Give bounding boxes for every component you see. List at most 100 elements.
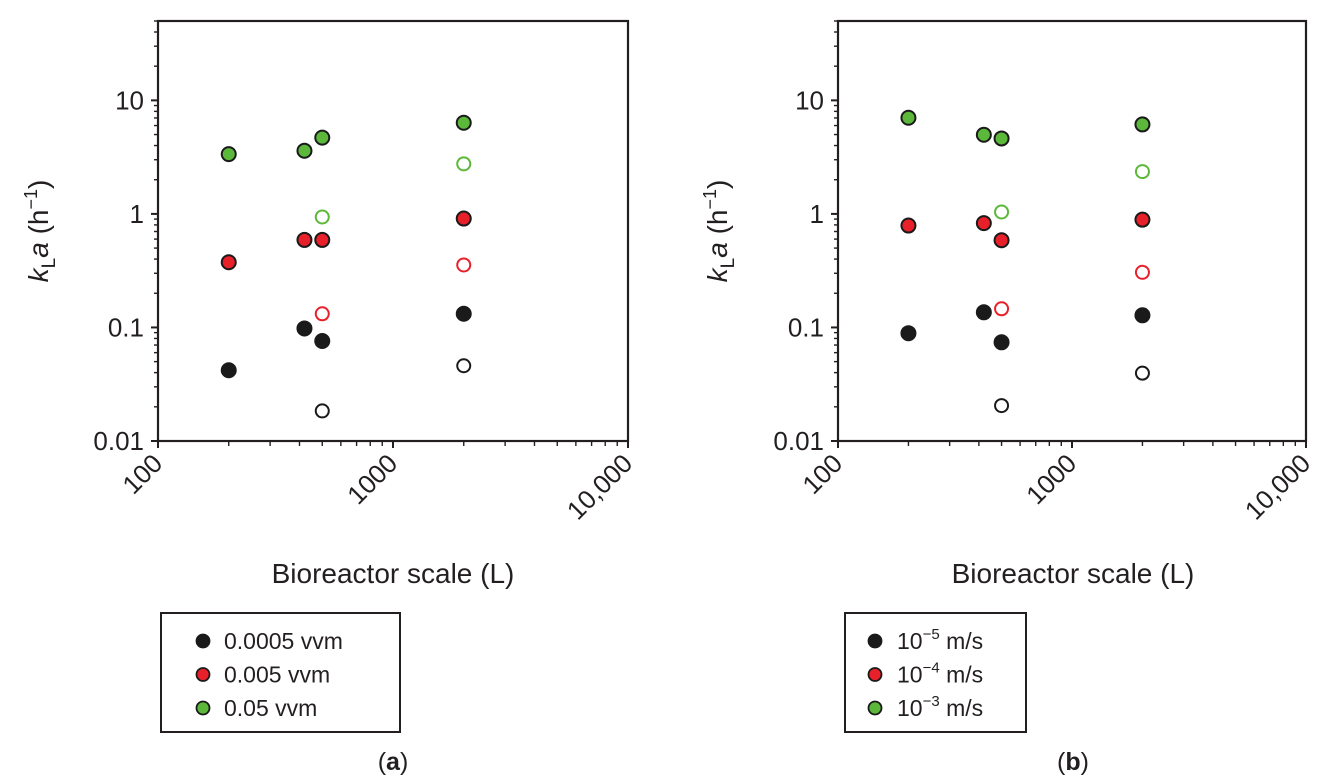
data-point-filled [314,231,331,248]
data-point-filled [975,215,992,232]
ylabel-a: a [23,242,54,258]
panel-label-close: ) [400,748,408,776]
panel-label-close: ) [1081,748,1089,776]
data-point-filled [455,210,472,227]
data-point-filled [993,334,1010,351]
panel-label: (a) [378,748,409,776]
legend-unit: m/s [940,662,983,688]
panel-label-letter: a [386,748,401,776]
data-point-open [456,257,472,273]
y-tick-label: 0.1 [108,312,144,342]
legend-sup: −3 [923,693,940,710]
ylabel-k: k [23,266,54,282]
y-tick-label: 0.1 [788,312,824,342]
y-axis-label: kLa (h−1) [21,180,60,283]
data-point-filled [993,130,1010,147]
ylabel-unit: (h [23,210,54,243]
x-tick-label: 10,000 [561,448,638,525]
legend-text: 10 [897,695,923,721]
ylabel-close: ) [702,180,733,189]
legend-marker [195,633,211,649]
y-tick-label: 1 [130,199,144,229]
data-point-open [1134,264,1150,280]
y-tick-label: 0.01 [773,426,824,456]
ylabel-k: k [702,266,733,282]
y-tick-label: 1 [810,199,824,229]
data-point-filled [900,325,917,342]
data-point-open [1134,365,1150,381]
y-axis-label: kLa (h−1) [700,180,739,283]
panel-label-letter: b [1065,748,1080,776]
data-point-filled [900,217,917,234]
data-point-open [994,301,1010,317]
data-point-filled [455,305,472,322]
data-point-filled [455,114,472,131]
data-point-open [456,358,472,374]
x-tick-label: 10,000 [1239,448,1316,525]
ylabel-close: ) [23,180,54,189]
data-point-filled [1134,307,1151,324]
legend-label: 0.005 vvm [224,662,330,688]
ylabel-sub: L [39,258,60,269]
panel-label: (b) [1057,748,1089,776]
legend: 10−5 m/s10−4 m/s10−3 m/s [844,612,1027,733]
legend-sup: −5 [923,626,940,643]
data-point-filled [975,126,992,143]
ylabel-sub: L [718,258,739,269]
data-point-open [1134,164,1150,180]
legend-label: 10−4 m/s [897,660,983,688]
data-point-filled [220,362,237,379]
legend-unit: m/s [940,695,983,721]
legend-label: 10−5 m/s [897,626,983,654]
data-point-filled [314,129,331,146]
ylabel-exp: −1 [700,189,720,210]
legend-text: 0.005 vvm [224,662,330,688]
data-point-open [994,398,1010,414]
data-point-filled [1134,116,1151,133]
legend-marker [195,700,211,716]
legend-label: 0.0005 vvm [224,628,343,654]
x-axis-label: Bioreactor scale (L) [952,558,1195,589]
legend-unit: m/s [940,628,983,654]
ylabel-exp: −1 [21,189,41,210]
data-point-open [994,204,1010,220]
data-point-filled [220,146,237,163]
data-point-filled [220,254,237,271]
ylabel-unit: (h [702,210,733,243]
legend-text: 10 [897,662,923,688]
data-point-filled [975,304,992,321]
x-axis-label: Bioreactor scale (L) [272,558,515,589]
panel-label-open: ( [1057,748,1066,776]
plot-frame [836,19,1308,443]
x-tick-label: 1000 [1020,448,1082,510]
data-point-open [314,306,330,322]
data-point-open [456,156,472,172]
x-tick-label: 1000 [341,448,403,510]
y-tick-label: 10 [795,85,824,115]
data-point-filled [314,332,331,349]
data-point-filled [900,109,917,126]
legend: 0.0005 vvm 0.005 vvm 0.05 vvm [160,612,401,733]
data-point-filled [1134,211,1151,228]
data-point-filled [296,142,313,159]
legend-text: 0.0005 vvm [224,628,343,654]
legend-marker [867,633,883,649]
data-point-open [314,209,330,225]
legend-text: 10 [897,628,923,654]
panel-label-open: ( [378,748,387,776]
legend-marker [867,667,883,682]
legend-marker [195,667,211,682]
legend-text: 0.05 vvm [224,695,317,721]
data-point-filled [296,320,313,337]
ylabel-a: a [702,242,733,258]
data-point-open [314,403,330,419]
y-tick-label: 10 [115,85,144,115]
data-point-filled [993,232,1010,249]
y-tick-label: 0.01 [93,426,144,456]
legend-label: 0.05 vvm [224,695,317,721]
legend-marker [867,700,883,716]
legend-sup: −4 [923,660,940,677]
